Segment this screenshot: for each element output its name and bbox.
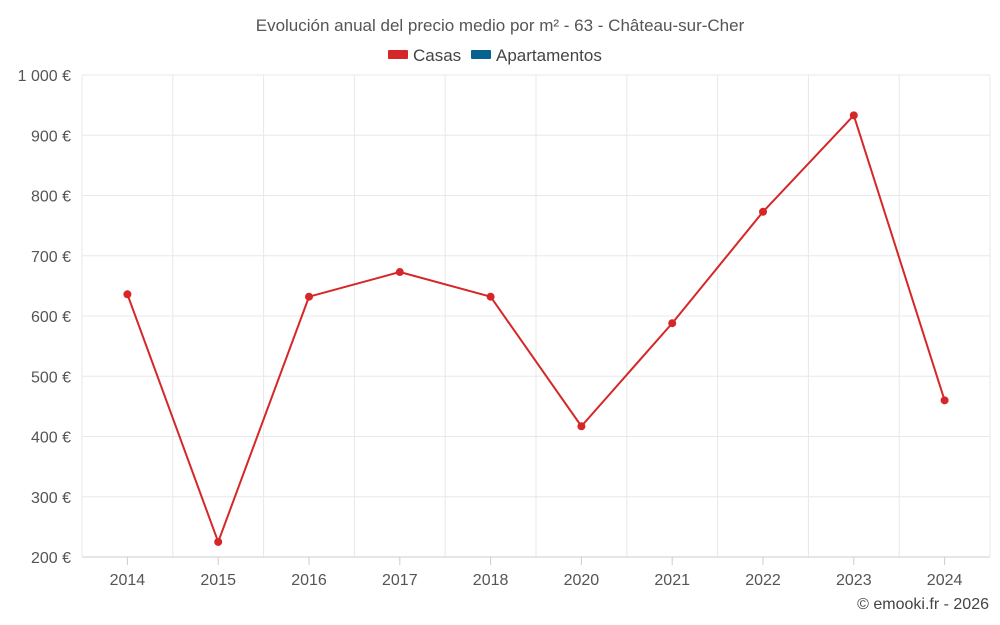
x-tick-label: 2014 xyxy=(110,572,146,589)
data-point[interactable] xyxy=(486,292,495,301)
x-tick-label: 2016 xyxy=(291,572,327,589)
data-point[interactable] xyxy=(577,422,586,431)
legend-swatch-apartamentos xyxy=(471,50,491,59)
data-point[interactable] xyxy=(123,290,132,299)
data-point[interactable] xyxy=(214,537,223,546)
x-tick-label: 2024 xyxy=(927,572,963,589)
y-tick-label: 800 € xyxy=(31,189,71,206)
data-point[interactable] xyxy=(849,111,858,120)
series-line xyxy=(126,114,946,543)
legend-label-casas: Casas xyxy=(413,46,461,65)
y-tick-label: 400 € xyxy=(31,430,71,447)
y-tick-label: 300 € xyxy=(31,490,71,507)
gridlines xyxy=(81,74,991,557)
x-tick-label: 2021 xyxy=(654,572,690,589)
data-point[interactable] xyxy=(668,319,677,328)
data-point[interactable] xyxy=(759,207,767,216)
data-point[interactable] xyxy=(305,292,313,301)
y-tick-label: 600 € xyxy=(31,309,71,326)
x-axis-labels: 2014 2015 2016 2017 2018 2020 2021 2022 2023 2024 xyxy=(110,557,963,589)
legend-label-apartamentos: Apartamentos xyxy=(496,46,602,65)
legend-item-apartamentos[interactable]: Apartamentos xyxy=(471,46,602,65)
y-tick-label: 200 € xyxy=(31,550,71,567)
y-tick-label: 700 € xyxy=(31,249,71,266)
credit: © emooki.fr - 2026 xyxy=(857,596,989,613)
series-casas xyxy=(123,111,949,546)
legend: Casas Apartamentos xyxy=(388,46,602,65)
legend-item-casas[interactable]: Casas xyxy=(388,46,461,65)
legend-swatch-casas xyxy=(388,50,408,59)
y-tick-label: 1 000 € xyxy=(18,68,71,85)
x-tick-label: 2015 xyxy=(200,572,236,589)
x-tick-label: 2018 xyxy=(473,572,509,589)
y-axis-labels: 200 € 300 € 400 € 500 € 600 € 700 € 800 € 900 €… xyxy=(18,68,71,567)
x-tick-label: 2020 xyxy=(564,572,600,589)
y-tick-label: 900 € xyxy=(31,128,71,145)
x-tick-label: 2022 xyxy=(745,572,781,589)
x-tick-label: 2017 xyxy=(382,572,418,589)
y-tick-label: 500 € xyxy=(31,369,71,386)
data-point[interactable] xyxy=(395,268,404,277)
chart-title: Evolución anual del precio medio por m² … xyxy=(256,16,745,35)
x-tick-label: 2023 xyxy=(836,572,872,589)
data-point[interactable] xyxy=(940,396,949,405)
